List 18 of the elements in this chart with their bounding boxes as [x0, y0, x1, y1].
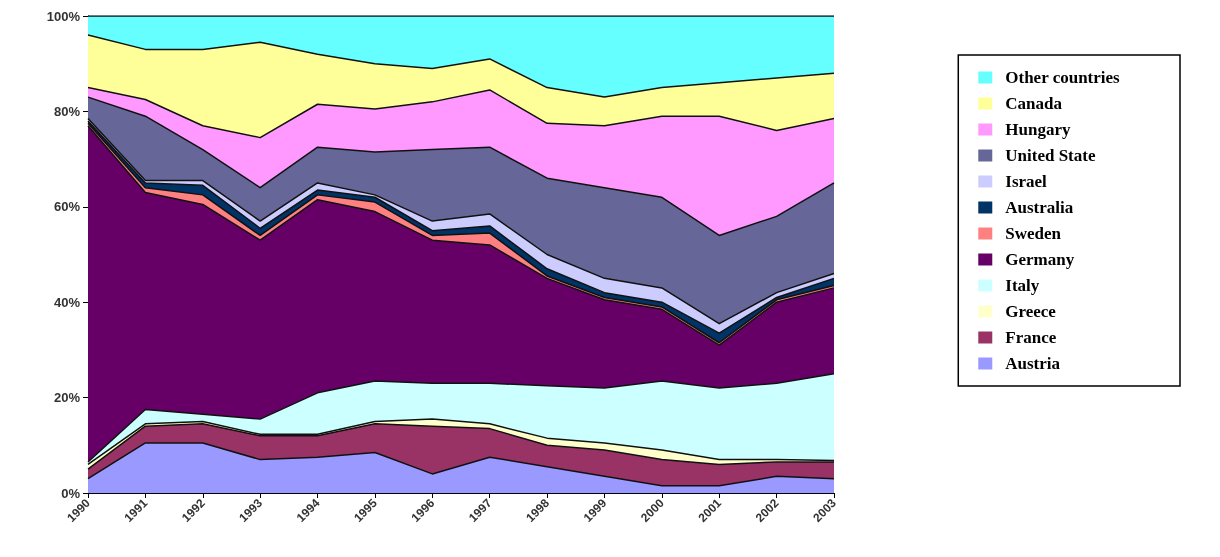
legend-label: Other countries — [1005, 68, 1121, 87]
y-tick-label: 60% — [53, 199, 81, 215]
legend-label: Italy — [1005, 276, 1040, 295]
legend-label: Sweden — [1005, 224, 1062, 243]
y-tick-label: 80% — [53, 103, 81, 119]
y-tick-label: 40% — [53, 294, 81, 310]
legend-label: United State — [1005, 146, 1096, 165]
legend-label: Canada — [1005, 94, 1063, 113]
legend-label: Hungary — [1005, 120, 1071, 139]
legend-label: Greece — [1005, 302, 1057, 321]
y-tick-label: 100% — [46, 8, 81, 24]
legend-label: Australia — [1005, 198, 1074, 217]
legend-label: France — [1005, 328, 1057, 347]
y-tick-label: 0% — [61, 485, 81, 501]
y-tick-label: 20% — [53, 390, 81, 406]
legend-label: Germany — [1005, 250, 1075, 269]
legend-label: Israel — [1005, 172, 1048, 191]
legend-label: Austria — [1005, 354, 1061, 373]
